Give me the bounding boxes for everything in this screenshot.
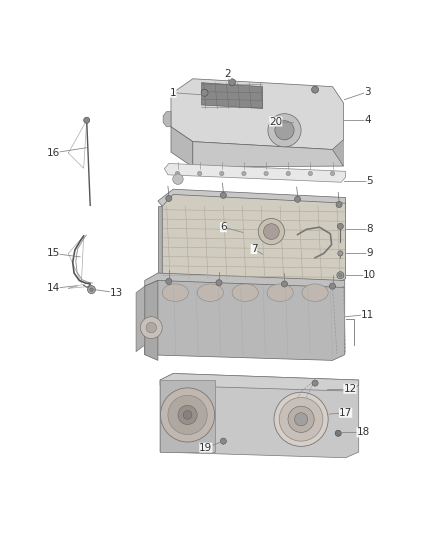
Circle shape <box>178 405 197 425</box>
Circle shape <box>330 171 335 176</box>
Circle shape <box>264 224 279 239</box>
Polygon shape <box>145 280 158 360</box>
Text: 15: 15 <box>46 248 60 259</box>
Circle shape <box>198 171 202 176</box>
Circle shape <box>312 380 318 386</box>
Text: 4: 4 <box>364 115 371 125</box>
Text: 11: 11 <box>361 310 374 319</box>
Circle shape <box>338 251 343 256</box>
Circle shape <box>339 273 342 277</box>
Text: 16: 16 <box>46 148 60 158</box>
Circle shape <box>274 392 328 446</box>
Circle shape <box>275 120 294 140</box>
Circle shape <box>216 280 222 286</box>
Text: 9: 9 <box>366 248 373 259</box>
Ellipse shape <box>232 284 258 302</box>
Circle shape <box>308 171 313 176</box>
Polygon shape <box>171 79 343 149</box>
Ellipse shape <box>162 284 188 302</box>
Polygon shape <box>193 142 343 167</box>
Circle shape <box>175 171 180 176</box>
Circle shape <box>294 196 300 203</box>
Circle shape <box>335 430 341 437</box>
Circle shape <box>337 272 344 279</box>
Polygon shape <box>158 189 346 215</box>
Polygon shape <box>136 286 145 352</box>
Ellipse shape <box>267 284 293 302</box>
Circle shape <box>88 286 95 294</box>
Text: 19: 19 <box>199 443 212 453</box>
Text: 10: 10 <box>363 270 376 280</box>
Circle shape <box>282 281 288 287</box>
Polygon shape <box>160 374 359 458</box>
Circle shape <box>264 171 268 176</box>
Polygon shape <box>163 111 171 127</box>
Polygon shape <box>201 83 263 108</box>
Circle shape <box>268 114 301 147</box>
Circle shape <box>201 89 208 96</box>
Circle shape <box>146 322 156 333</box>
Circle shape <box>294 413 307 426</box>
Text: 14: 14 <box>46 284 60 293</box>
Polygon shape <box>160 380 215 452</box>
Circle shape <box>90 288 93 292</box>
Circle shape <box>183 410 192 419</box>
Text: 7: 7 <box>251 244 257 254</box>
Circle shape <box>141 317 162 338</box>
Circle shape <box>166 195 172 201</box>
Circle shape <box>173 174 183 184</box>
Circle shape <box>84 117 90 123</box>
Polygon shape <box>145 280 345 360</box>
Polygon shape <box>164 164 346 182</box>
Text: 20: 20 <box>269 117 283 126</box>
Circle shape <box>288 406 314 432</box>
Text: 18: 18 <box>357 427 370 438</box>
Text: 3: 3 <box>364 87 371 97</box>
Circle shape <box>168 395 207 434</box>
Text: 12: 12 <box>343 384 357 394</box>
Circle shape <box>166 278 172 285</box>
Circle shape <box>229 79 236 86</box>
Polygon shape <box>171 127 193 167</box>
Circle shape <box>219 171 224 176</box>
Circle shape <box>160 388 215 442</box>
Text: 1: 1 <box>170 88 177 98</box>
Circle shape <box>336 201 342 207</box>
Polygon shape <box>160 374 359 391</box>
Polygon shape <box>162 195 346 286</box>
Ellipse shape <box>302 284 328 302</box>
Circle shape <box>220 438 226 444</box>
Circle shape <box>329 283 336 289</box>
Circle shape <box>286 171 290 176</box>
Ellipse shape <box>197 284 223 302</box>
Text: 17: 17 <box>339 408 352 418</box>
Circle shape <box>311 86 318 93</box>
Circle shape <box>337 223 343 229</box>
Text: 2: 2 <box>224 69 231 79</box>
Circle shape <box>242 171 246 176</box>
Text: 6: 6 <box>220 222 227 232</box>
Circle shape <box>258 219 285 245</box>
Text: 8: 8 <box>366 224 373 235</box>
Polygon shape <box>332 140 343 166</box>
Polygon shape <box>158 206 162 279</box>
Text: 13: 13 <box>110 288 123 298</box>
Circle shape <box>220 192 226 198</box>
Text: 5: 5 <box>366 176 373 187</box>
Polygon shape <box>145 273 345 293</box>
Circle shape <box>279 398 323 441</box>
